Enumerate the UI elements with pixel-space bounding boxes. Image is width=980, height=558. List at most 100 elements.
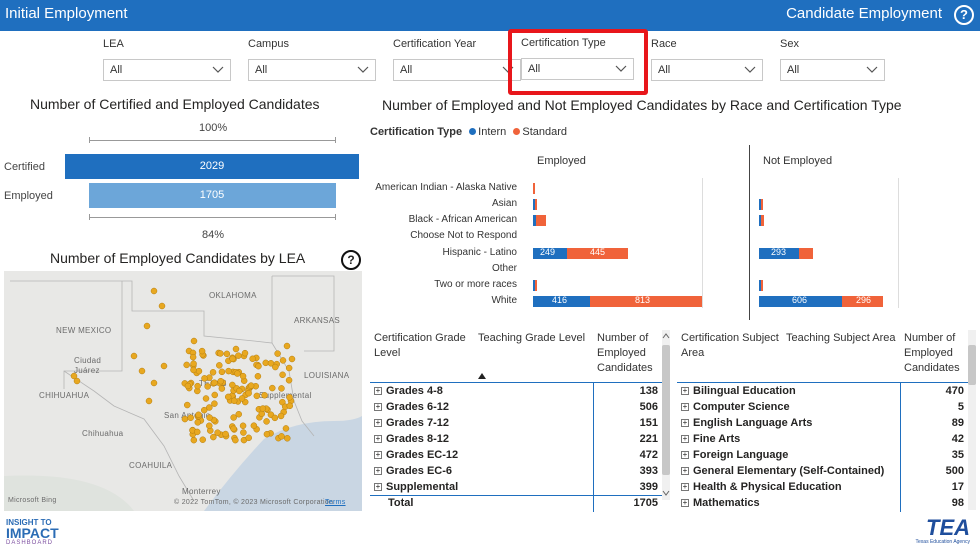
lea-map-dot[interactable] (143, 322, 151, 330)
employed-intern-bar[interactable] (533, 215, 536, 226)
employed-intern-bar[interactable] (533, 199, 535, 210)
subject-header-certification[interactable]: Certification Subject Area (681, 332, 779, 359)
lea-map-dot[interactable] (267, 360, 275, 367)
grade-scrollbar-thumb[interactable] (662, 345, 670, 475)
lea-map-dot[interactable] (269, 384, 276, 392)
employed-intern-bar[interactable] (533, 248, 567, 259)
lea-map-dot[interactable] (194, 382, 201, 390)
lea-map-dot[interactable] (283, 342, 291, 350)
lea-map-dot[interactable] (158, 302, 166, 310)
lea-map-dot[interactable] (198, 347, 206, 355)
not-employed-standard-bar[interactable] (761, 280, 763, 291)
lea-map-dot[interactable] (277, 412, 285, 420)
expand-icon[interactable]: + (374, 386, 382, 396)
lea-map-dot[interactable] (194, 419, 202, 426)
lea-map-dot[interactable] (150, 287, 158, 295)
lea-map-dot[interactable] (245, 389, 252, 397)
expand-icon[interactable]: + (374, 402, 382, 412)
lea-map-dot[interactable] (230, 414, 237, 421)
lea-map-dot[interactable] (234, 370, 241, 377)
lea-map-dot[interactable] (210, 433, 217, 441)
lea-map-dot[interactable] (216, 362, 223, 369)
lea-map-dot[interactable] (254, 373, 262, 380)
expand-icon[interactable]: + (681, 386, 689, 396)
lea-map-dot[interactable] (245, 434, 252, 442)
sex-dropdown[interactable]: All (780, 59, 885, 81)
lea-map-dot[interactable] (73, 377, 81, 385)
lea-map-dot[interactable] (279, 357, 287, 364)
lea-map-dot[interactable] (190, 360, 197, 367)
lea-map-dot[interactable] (288, 355, 296, 363)
lea-map-dot[interactable] (218, 368, 226, 376)
lea-map-dot[interactable] (138, 367, 146, 375)
expand-icon[interactable]: + (374, 466, 382, 476)
lea-map-dot[interactable] (224, 393, 232, 401)
lea-map-dot[interactable] (238, 395, 246, 402)
grade-row[interactable]: + Supplemental 399 (374, 481, 662, 497)
lea-map-dot[interactable] (278, 433, 285, 440)
grade-header-teaching[interactable]: Teaching Grade Level (478, 332, 586, 344)
employed-intern-bar[interactable] (533, 280, 535, 291)
lea-map-dot[interactable] (229, 355, 236, 363)
not-employed-intern-bar[interactable] (759, 296, 842, 307)
not-employed-standard-bar[interactable] (761, 199, 763, 210)
lea-map-dot[interactable] (285, 364, 293, 372)
grade-row[interactable]: + Grades 4-8 138 (374, 385, 662, 401)
lea-map-dot[interactable] (201, 375, 208, 382)
lea-map-dot[interactable] (258, 410, 266, 418)
lea-map-dot[interactable] (206, 404, 213, 411)
scroll-up-icon[interactable] (662, 332, 670, 340)
lea-map-dot[interactable] (190, 337, 198, 345)
lea-map-dot[interactable] (225, 367, 232, 375)
subject-header-count[interactable]: Number of Employed Candidates (904, 332, 960, 374)
employed-standard-bar[interactable] (590, 296, 702, 307)
not-employed-standard-bar[interactable] (842, 296, 883, 307)
lea-map-dot[interactable] (181, 415, 189, 423)
lea-map-dot[interactable] (247, 382, 255, 389)
expand-icon[interactable]: + (681, 498, 689, 508)
subject-row[interactable]: + Foreign Language 35 (681, 449, 968, 465)
not-employed-intern-bar[interactable] (759, 215, 761, 226)
subject-header-teaching[interactable]: Teaching Subject Area (786, 332, 896, 344)
grade-header-certification[interactable]: Certification Grade Level (374, 332, 466, 359)
lea-map-dot[interactable] (284, 435, 291, 442)
grade-row[interactable]: + Grades EC-12 472 (374, 449, 662, 465)
lea-map-dot[interactable] (232, 345, 240, 353)
lea-map-dot[interactable] (217, 377, 224, 385)
race-dropdown[interactable]: All (651, 59, 763, 81)
lea-map-dot[interactable] (184, 382, 192, 390)
lea-map-dot[interactable] (241, 349, 249, 357)
legend-standard[interactable]: Standard (522, 126, 568, 138)
lea-map-dot[interactable] (183, 361, 190, 369)
not-employed-standard-bar[interactable] (799, 248, 813, 259)
funnel-bar-certified[interactable]: 2029 (65, 154, 359, 179)
lea-map-dot[interactable] (235, 411, 242, 418)
lea-map-dot[interactable] (206, 414, 213, 421)
lea-dropdown[interactable]: All (103, 59, 231, 81)
expand-icon[interactable]: + (681, 418, 689, 428)
subject-row[interactable]: + Computer Science 5 (681, 401, 968, 417)
lea-map-dot[interactable] (235, 352, 242, 359)
lea-map-dot[interactable] (250, 422, 258, 429)
subject-row[interactable]: + General Elementary (Self-Contained) 500 (681, 465, 968, 481)
lea-map-dot[interactable] (282, 425, 290, 432)
lea-map-dot[interactable] (183, 401, 191, 409)
lea-map-dot[interactable] (253, 392, 261, 400)
lea-map-dot[interactable] (218, 385, 226, 392)
subject-row[interactable]: + Health & Physical Education 17 (681, 481, 968, 497)
subject-row[interactable]: + Bilingual Education 470 (681, 385, 968, 401)
lea-map-dot[interactable] (223, 350, 231, 358)
campus-dropdown[interactable]: All (248, 59, 376, 81)
lea-map-dot[interactable] (230, 425, 237, 433)
expand-icon[interactable]: + (374, 434, 382, 444)
expand-icon[interactable]: + (374, 450, 382, 460)
lea-map-dot[interactable] (187, 414, 194, 421)
lea-map-dot[interactable] (286, 402, 294, 410)
lea-map-dot[interactable] (261, 392, 268, 399)
terms-link[interactable]: Terms (325, 499, 346, 506)
expand-icon[interactable]: + (681, 466, 689, 476)
lea-map-dot[interactable] (279, 398, 286, 406)
expand-icon[interactable]: + (374, 418, 382, 428)
lea-map-dot[interactable] (195, 367, 203, 375)
help-icon[interactable]: ? (954, 5, 974, 25)
